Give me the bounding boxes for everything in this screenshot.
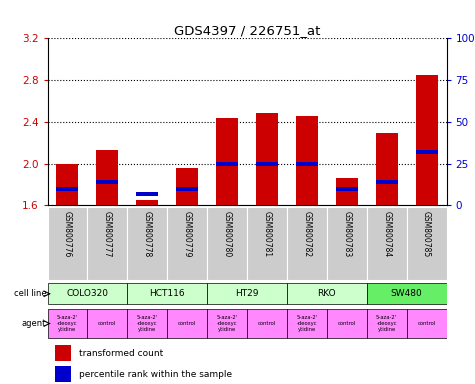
Bar [207,283,287,304]
Bar [416,75,437,205]
Text: 5-aza-2'
-deoxyc
ytidine: 5-aza-2' -deoxyc ytidine [137,315,158,332]
Bar [56,366,71,382]
Text: HT29: HT29 [235,289,259,298]
Text: control: control [98,321,116,326]
Bar [407,207,446,280]
Bar [96,180,118,184]
Bar [176,168,198,205]
Bar [367,283,446,304]
Bar [216,162,238,166]
Bar [48,283,127,304]
Text: GSM800778: GSM800778 [143,211,152,257]
Text: HCT116: HCT116 [149,289,185,298]
Text: 5-aza-2'
-deoxyc
ytidine: 5-aza-2' -deoxyc ytidine [217,315,238,332]
Text: control: control [178,321,196,326]
Text: control: control [338,321,356,326]
Bar [287,207,327,280]
Bar [296,116,318,205]
Bar [57,187,78,191]
Text: control: control [258,321,276,326]
Bar [87,207,127,280]
Bar [136,200,158,205]
Bar [207,207,247,280]
Text: GSM800781: GSM800781 [263,211,271,257]
Bar [167,207,207,280]
Text: control: control [418,321,436,326]
Text: GSM800779: GSM800779 [183,211,191,257]
Bar [127,207,167,280]
Text: 5-aza-2'
-deoxyc
ytidine: 5-aza-2' -deoxyc ytidine [376,315,397,332]
Text: 5-aza-2'
-deoxyc
ytidine: 5-aza-2' -deoxyc ytidine [57,315,78,332]
Bar [416,150,437,154]
Text: COLO320: COLO320 [66,289,108,298]
Title: GDS4397 / 226751_at: GDS4397 / 226751_at [174,24,320,37]
Bar [336,187,358,191]
Bar [376,180,398,184]
Bar [296,162,318,166]
Bar [57,164,78,205]
Text: RKO: RKO [317,289,336,298]
Bar [207,309,247,338]
Text: 5-aza-2'
-deoxyc
ytidine: 5-aza-2' -deoxyc ytidine [296,315,317,332]
Text: agent: agent [22,319,46,328]
Text: SW480: SW480 [391,289,422,298]
Bar [127,309,167,338]
Bar [407,309,446,338]
Text: GSM800783: GSM800783 [342,211,351,257]
Text: GSM800777: GSM800777 [103,211,112,257]
Bar [327,309,367,338]
Text: GSM800776: GSM800776 [63,211,72,257]
Text: GSM800784: GSM800784 [382,211,391,257]
Bar [48,207,87,280]
Bar [256,162,278,166]
Bar [327,207,367,280]
Text: GSM800780: GSM800780 [223,211,231,257]
Bar [287,309,327,338]
Bar [56,345,71,361]
Text: cell line: cell line [14,289,46,298]
Bar [367,309,407,338]
Bar [376,133,398,205]
Bar [287,283,367,304]
Bar [48,309,87,338]
Bar [136,192,158,196]
Bar [216,118,238,205]
Bar [256,113,278,205]
Bar [247,207,287,280]
Bar [336,178,358,205]
Bar [167,309,207,338]
Text: GSM800785: GSM800785 [422,211,431,257]
Text: percentile rank within the sample: percentile rank within the sample [79,370,233,379]
Bar [247,309,287,338]
Text: GSM800782: GSM800782 [303,211,311,257]
Bar [176,187,198,191]
Bar [127,283,207,304]
Bar [367,207,407,280]
Bar [87,309,127,338]
Text: transformed count: transformed count [79,349,164,358]
Bar [96,150,118,205]
